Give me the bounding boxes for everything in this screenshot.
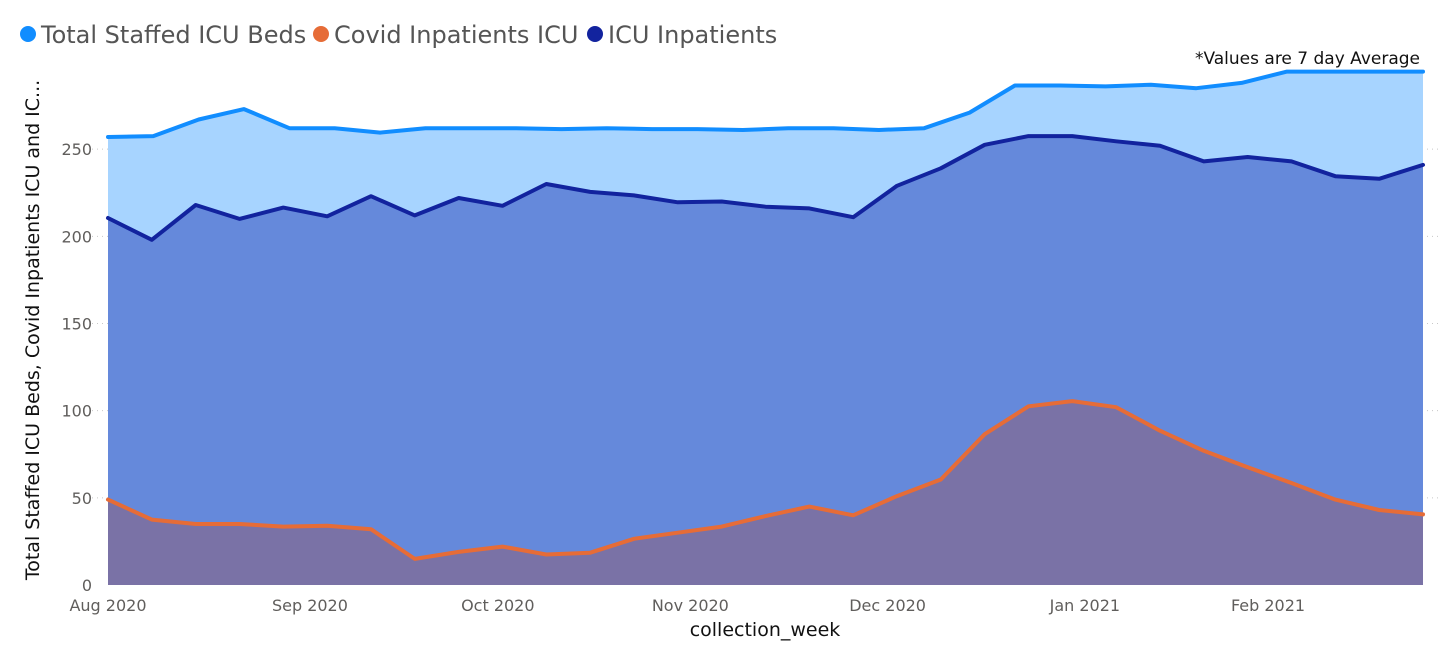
annotation-note: *Values are 7 day Average [1195, 49, 1420, 69]
series-lines [106, 69, 1425, 561]
x-tick-label: Nov 2020 [652, 596, 729, 615]
legend-marker-total-staffed-icu-beds[interactable] [20, 26, 36, 42]
legend-marker-icu-inpatients[interactable] [587, 26, 603, 42]
legend-label-covid-inpatients-icu[interactable]: Covid Inpatients ICU [334, 21, 578, 49]
x-tick-label: Jan 2021 [1049, 596, 1120, 615]
x-tick-label: Aug 2020 [69, 596, 146, 615]
x-axis-ticks: Aug 2020 Sep 2020 Oct 2020 Nov 2020 Dec 2020… [69, 596, 1305, 615]
y-axis-title: Total Staffed ICU Beds, Covid Inpatients… [22, 80, 44, 581]
y-tick-label: 0 [82, 576, 92, 595]
y-tick-label: 150 [61, 315, 92, 334]
y-tick-label: 200 [61, 227, 92, 246]
line-icu-inpatients[interactable] [106, 134, 1425, 242]
x-tick-label: Feb 2021 [1231, 596, 1305, 615]
legend-label-icu-inpatients[interactable]: ICU Inpatients [608, 21, 777, 49]
y-axis-ticks: 0 50 100 150 200 250 [61, 140, 92, 595]
legend-marker-covid-inpatients-icu[interactable] [313, 26, 329, 42]
x-tick-label: Dec 2020 [849, 596, 926, 615]
line-total-staffed-icu-beds[interactable] [106, 69, 1425, 139]
x-tick-label: Sep 2020 [272, 596, 348, 615]
y-tick-label: 100 [61, 402, 92, 421]
y-tick-label: 50 [72, 489, 92, 508]
x-tick-label: Oct 2020 [461, 596, 534, 615]
legend-label-total-staffed-icu-beds[interactable]: Total Staffed ICU Beds [40, 21, 306, 49]
area-covid-inpatients-icu [108, 401, 1423, 585]
area-fills [108, 71, 1423, 586]
line-covid-inpatients-icu[interactable] [106, 399, 1425, 561]
legend[interactable]: Total Staffed ICU Beds Covid Inpatients … [20, 21, 777, 49]
y-tick-label: 250 [61, 140, 92, 159]
x-axis-title: collection_week [690, 619, 841, 641]
